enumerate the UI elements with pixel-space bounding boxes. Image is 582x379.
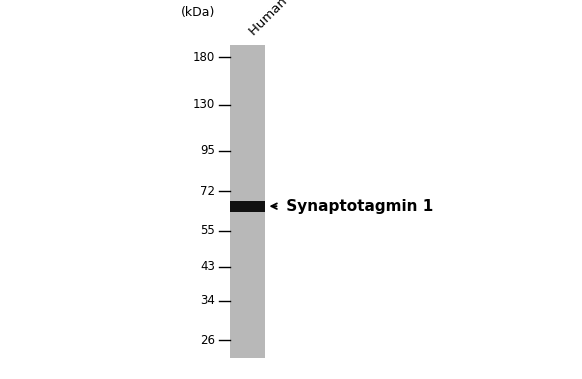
- Text: 26: 26: [200, 334, 215, 347]
- Text: Human brain: Human brain: [247, 0, 318, 38]
- Text: 180: 180: [193, 51, 215, 64]
- Text: 130: 130: [193, 98, 215, 111]
- Text: 55: 55: [201, 224, 215, 237]
- Text: 34: 34: [200, 294, 215, 307]
- Text: Synaptotagmin 1: Synaptotagmin 1: [281, 199, 433, 214]
- Text: 95: 95: [200, 144, 215, 157]
- Text: 43: 43: [200, 260, 215, 273]
- Text: 72: 72: [200, 185, 215, 198]
- Text: MW
(kDa): MW (kDa): [181, 0, 215, 19]
